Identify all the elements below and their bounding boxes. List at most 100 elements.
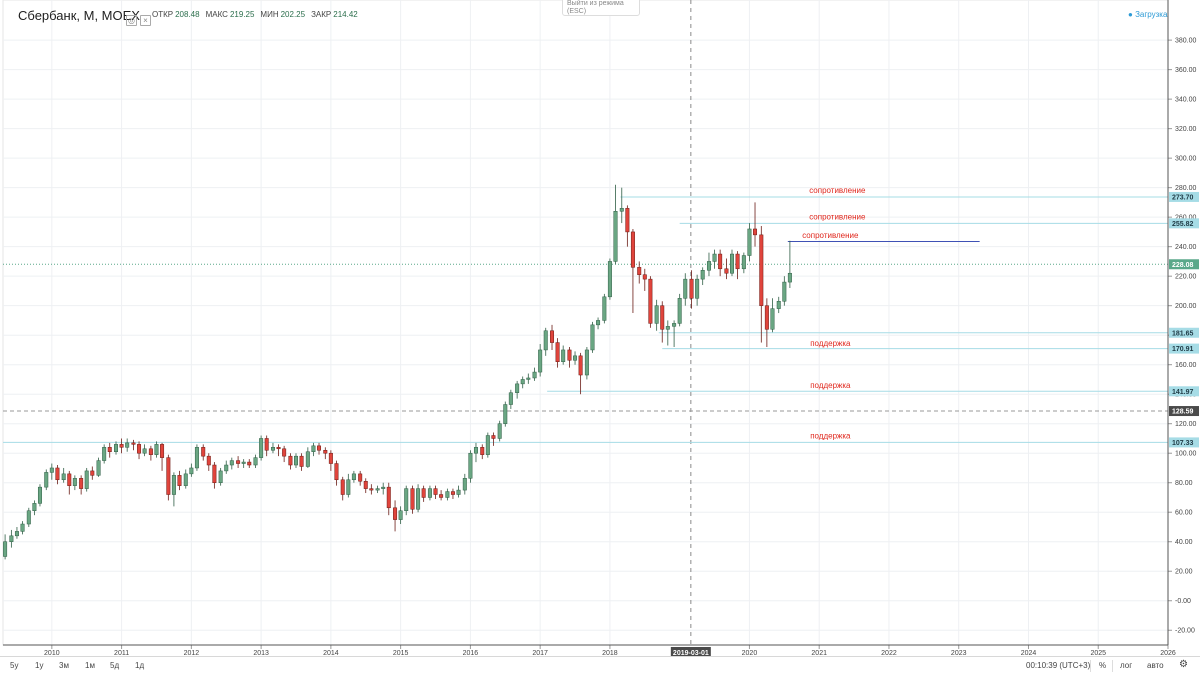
- price-axis[interactable]: -20.00 -0.00 20.00 40.00 60.00 80.00 100.00 120…: [1167, 0, 1199, 645]
- range-1m[interactable]: 1м: [85, 661, 95, 670]
- level-price-label: 107.33: [1172, 440, 1194, 447]
- candle-body: [229, 460, 234, 466]
- candle-body: [137, 444, 142, 454]
- x-tick-label: 2023: [951, 650, 967, 657]
- auto-toggle[interactable]: авто: [1147, 661, 1164, 670]
- candle-body: [596, 320, 601, 326]
- level-price-tag[interactable]: [1169, 218, 1199, 229]
- close-icon[interactable]: ×: [140, 15, 151, 26]
- annotation-label[interactable]: сопротивление: [802, 231, 859, 240]
- candle-body: [32, 503, 37, 511]
- candle-body: [96, 460, 101, 476]
- candle-body: [584, 349, 589, 376]
- ohlc-value: 202.25: [280, 10, 306, 19]
- candle-body: [317, 445, 322, 451]
- level-price-label: 228.08: [1172, 262, 1194, 269]
- candle-body: [166, 457, 171, 495]
- plot-frame: [2, 0, 1169, 646]
- x-tick-label: 2025: [1090, 650, 1106, 657]
- percent-toggle[interactable]: %: [1099, 661, 1107, 670]
- y-tick-label: 340.00: [1175, 97, 1197, 104]
- candle-body: [393, 507, 398, 520]
- range-1y[interactable]: 1y: [35, 661, 44, 670]
- range-5d[interactable]: 5д: [110, 661, 120, 670]
- level-price-tag[interactable]: [1169, 437, 1199, 448]
- clock[interactable]: 00:10:39 (UTC+3): [1026, 661, 1091, 670]
- candle-body: [114, 444, 119, 452]
- ohlc-value: 214.42: [333, 10, 358, 19]
- y-tick-label: 260.00: [1175, 215, 1197, 222]
- level-price-tag[interactable]: [1169, 191, 1199, 202]
- candle-body: [642, 274, 647, 280]
- candle-body: [759, 234, 764, 306]
- bottom-toolbar: 5y 1y 3м 1м 5д 1д 00:10:39 (UTC+3) % лог…: [0, 656, 1200, 676]
- range-1d[interactable]: 1д: [135, 661, 145, 670]
- annotation-label[interactable]: сопротивление: [809, 186, 866, 195]
- candle-body: [677, 298, 682, 324]
- candle-body: [131, 442, 136, 445]
- level-lines: [3, 0, 1168, 645]
- candle-body: [515, 383, 520, 393]
- candle-body: [753, 228, 758, 236]
- annotation-label[interactable]: сопротивление: [809, 213, 866, 222]
- x-tick-label: 2015: [393, 650, 409, 657]
- x-tick-label: 2011: [114, 650, 129, 657]
- candle-body: [695, 278, 700, 299]
- time-axis[interactable]: 2010 2011 2012 2013 2014 2015 2016 2017 2018 2020…: [3, 644, 1176, 658]
- candle-body: [787, 272, 792, 283]
- x-tick-label: 2017: [532, 650, 548, 657]
- candle-body: [491, 435, 496, 439]
- candle-body: [386, 486, 391, 509]
- annotation-label[interactable]: поддержка: [810, 381, 851, 390]
- ohlc-value: 219.25: [229, 10, 255, 19]
- candle-body: [706, 261, 711, 271]
- candle-body: [90, 470, 95, 476]
- gear-icon[interactable]: ⚙: [1179, 659, 1188, 670]
- candle-body: [660, 305, 665, 330]
- candle-body: [107, 447, 112, 452]
- x-tick-label: 2026: [1160, 650, 1176, 657]
- candle-body: [282, 448, 287, 457]
- candle-body: [125, 442, 130, 448]
- candle-body: [735, 253, 740, 270]
- log-toggle[interactable]: лог: [1120, 661, 1133, 670]
- header-icons: ◎ ×: [126, 10, 154, 28]
- candle-body: [264, 438, 269, 451]
- candle-body: [503, 404, 508, 424]
- y-tick-label: 300.00: [1175, 156, 1197, 163]
- candle-body: [741, 255, 746, 270]
- candle-body: [247, 461, 252, 466]
- annotation-label[interactable]: поддержка: [810, 339, 851, 348]
- symbol-title[interactable]: Сбербанк, М, MOEX: [18, 8, 140, 23]
- level-price-tag[interactable]: [1169, 386, 1199, 397]
- candle-body: [212, 464, 217, 483]
- candle-body: [44, 472, 49, 488]
- range-5y[interactable]: 5y: [10, 661, 19, 670]
- y-tick-label: 240.00: [1175, 244, 1197, 251]
- settings-icon[interactable]: ◎: [126, 15, 137, 26]
- level-price-label: 255.82: [1172, 221, 1194, 228]
- candle-body: [712, 253, 717, 262]
- y-tick-label: 120.00: [1175, 421, 1197, 428]
- candle-body: [550, 330, 555, 343]
- candle-body: [538, 349, 543, 373]
- candle-body: [439, 494, 444, 498]
- candle-body: [79, 478, 84, 489]
- exit-fullscreen-hint[interactable]: Выйти из режима (ESC): [562, 0, 640, 16]
- candle-body: [375, 488, 380, 491]
- candle-body: [782, 281, 787, 302]
- y-tick-label: 380.00: [1175, 38, 1197, 45]
- level-price-tag[interactable]: [1169, 406, 1199, 417]
- annotations: сопротивление сопротивление сопротивление п…: [802, 186, 866, 441]
- ohlc-readout: ОТКР 208.48 МАКС 219.25 МИН 202.25 ЗАКР 214.42: [152, 10, 364, 19]
- level-price-tag[interactable]: [1169, 343, 1199, 354]
- candle-body: [299, 455, 304, 467]
- level-price-tag[interactable]: [1169, 259, 1199, 270]
- annotation-label[interactable]: поддержка: [810, 431, 851, 440]
- loading-indicator: ● Загрузка: [1128, 10, 1168, 19]
- range-3m[interactable]: 3м: [59, 661, 69, 670]
- level-price-tag[interactable]: [1169, 327, 1199, 338]
- y-tick-label: 100.00: [1175, 451, 1197, 458]
- divider: [1090, 660, 1091, 672]
